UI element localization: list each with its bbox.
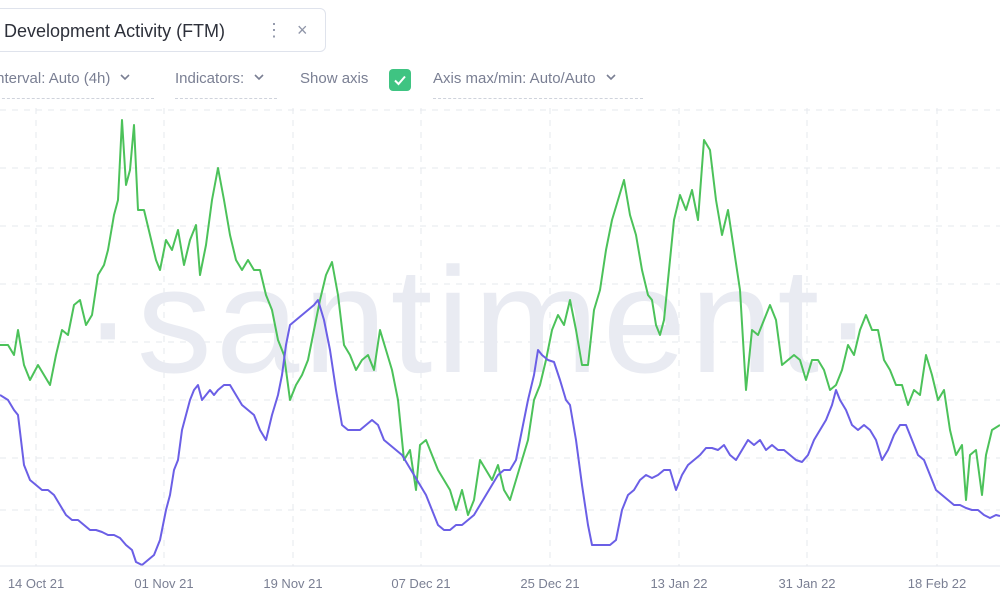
chevron-down-icon [120, 74, 130, 81]
show-axis-checkbox[interactable] [389, 69, 411, 91]
x-tick-label: 18 Feb 22 [908, 576, 967, 591]
x-tick-label: 31 Jan 22 [778, 576, 835, 591]
indicators-dropdown[interactable]: Indicators: [175, 70, 277, 99]
checkmark-icon [394, 75, 406, 86]
x-tick-label: 25 Dec 21 [520, 576, 579, 591]
chevron-down-icon [254, 74, 264, 81]
close-icon[interactable]: × [297, 20, 308, 40]
x-tick-label: 01 Nov 21 [134, 576, 193, 591]
x-axis: 14 Oct 21 01 Nov 21 19 Nov 21 07 Dec 21 25 D… [8, 576, 966, 591]
axis-maxmin-label: Axis max/min: Auto/Auto [433, 70, 596, 87]
interval-label: Interval: Auto (4h) [0, 70, 111, 87]
x-tick-label: 07 Dec 21 [391, 576, 450, 591]
series-layer [0, 119, 1000, 566]
chevron-down-icon [606, 74, 616, 81]
indicators-label: Indicators: [175, 70, 245, 87]
widget-title-chip: Development Activity (FTM) ⋮ × [0, 8, 326, 52]
x-tick-label: 19 Nov 21 [263, 576, 322, 591]
show-axis-toggle[interactable]: Show axis [300, 70, 412, 98]
interval-dropdown[interactable]: Interval: Auto (4h) [0, 70, 154, 99]
axis-maxmin-dropdown[interactable]: Axis max/min: Auto/Auto [433, 70, 643, 99]
series-line-2 [0, 299, 1000, 566]
show-axis-label: Show axis [300, 70, 369, 87]
x-tick-label: 13 Jan 22 [650, 576, 707, 591]
series-line-1 [0, 119, 1000, 516]
chart-title: Development Activity (FTM) [4, 21, 226, 41]
x-tick-label: 14 Oct 21 [8, 576, 64, 591]
